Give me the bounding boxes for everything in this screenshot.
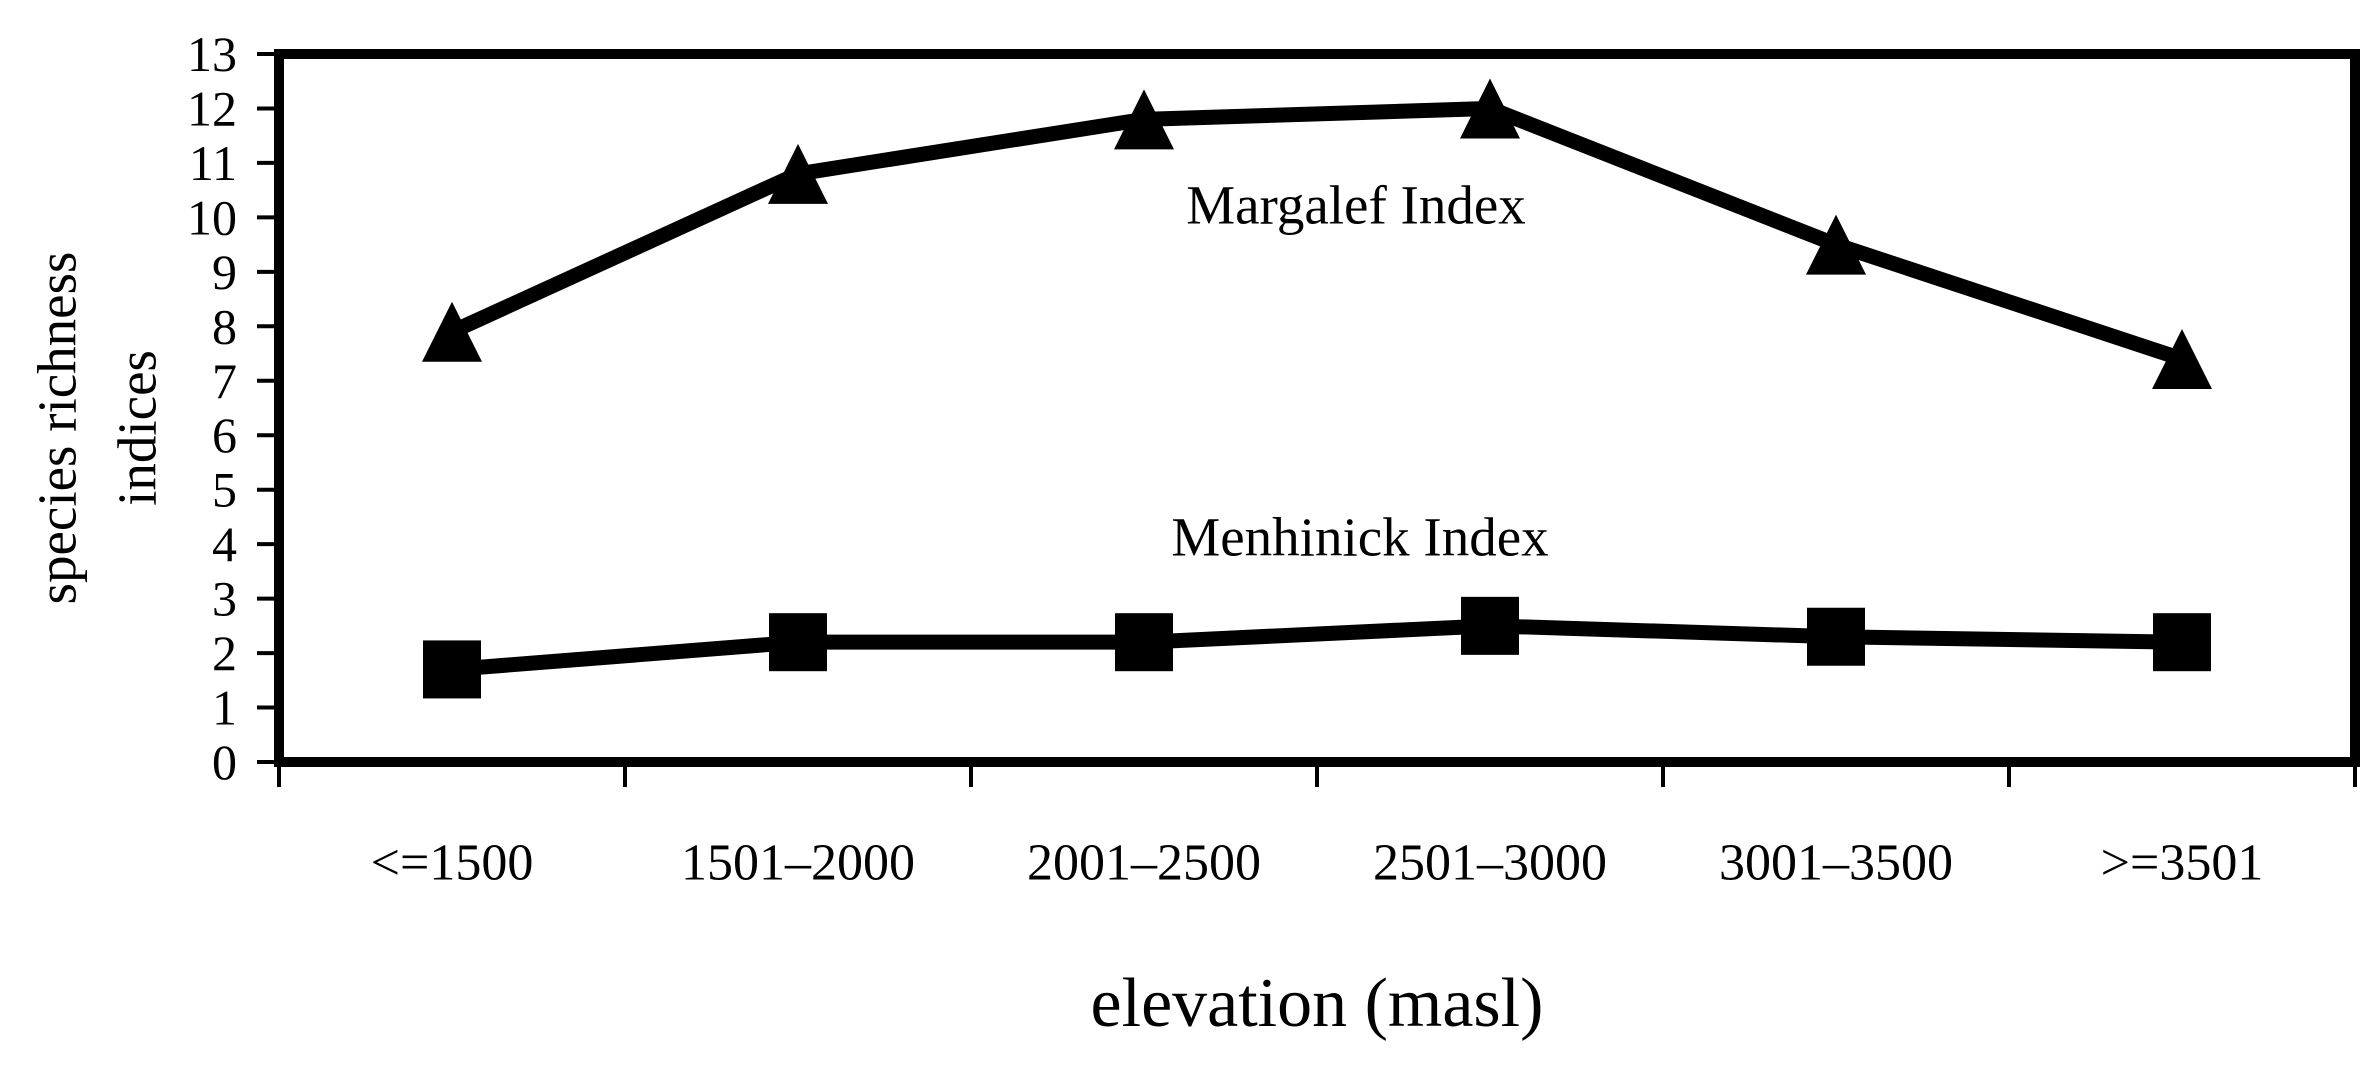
y-axis-tick-label: 7	[212, 353, 237, 409]
menhinick-index-marker-square	[2153, 613, 2211, 672]
menhinick-index-marker-square	[423, 640, 481, 699]
margalef-index-series-label: Margalef Index	[1186, 175, 1526, 236]
menhinick-index-marker-square	[1115, 613, 1173, 672]
x-axis-category-label: 1501–2000	[681, 835, 915, 892]
y-axis-tick-label: 3	[212, 571, 237, 627]
menhinick-index-marker-square	[769, 613, 827, 672]
x-axis-category-label: 2501–3000	[1373, 835, 1607, 892]
y-axis-tick-label: 6	[212, 407, 237, 463]
y-axis-tick-label: 4	[212, 516, 237, 572]
margalef-index-marker-triangle	[1114, 89, 1174, 150]
y-axis-tick-label: 1	[212, 680, 237, 736]
y-axis-title-line-1: species richness	[27, 252, 88, 605]
y-axis-tick-label: 9	[212, 244, 237, 300]
margalef-index-marker-triangle	[2152, 328, 2212, 389]
labels-group: Margalef Index Menhinick Index elevation (…	[27, 175, 1549, 1042]
y-axis-tick-label: 13	[187, 26, 237, 82]
menhinick-index-series-label: Menhinick Index	[1171, 507, 1548, 568]
margalef-index-marker-triangle	[768, 143, 828, 204]
y-axis-tick-label: 11	[189, 135, 237, 191]
x-axis-category-label: <=1500	[371, 835, 534, 892]
menhinick-index-line	[451, 618, 2183, 677]
menhinick-index-marker-square	[1807, 607, 1865, 666]
margalef-index-marker-triangle	[1806, 214, 1866, 275]
y-axis-tick-label: 0	[212, 734, 237, 790]
margalef-index-marker-triangle	[422, 301, 482, 362]
y-axis-tick-label: 12	[187, 80, 237, 136]
margalef-index-marker-triangle	[1460, 78, 1520, 139]
y-axis-title-line-2: indices	[107, 350, 168, 506]
x-axis-category-label: 3001–3500	[1719, 835, 1953, 892]
x-axis-title: elevation (masl)	[1091, 965, 1544, 1042]
y-axis-tick-label: 2	[212, 625, 237, 681]
y-axis-tick-label: 8	[212, 298, 237, 354]
menhinick-index-marker-square	[1461, 596, 1519, 655]
x-axis-category-label: 2001–2500	[1027, 835, 1261, 892]
x-axis-category-label: >=3501	[2101, 835, 2264, 892]
y-axis-tick-label: 5	[212, 462, 237, 518]
series-group	[422, 78, 2212, 699]
margalef-index-line	[448, 100, 2185, 367]
y-axis-tick-label: 10	[187, 189, 237, 245]
